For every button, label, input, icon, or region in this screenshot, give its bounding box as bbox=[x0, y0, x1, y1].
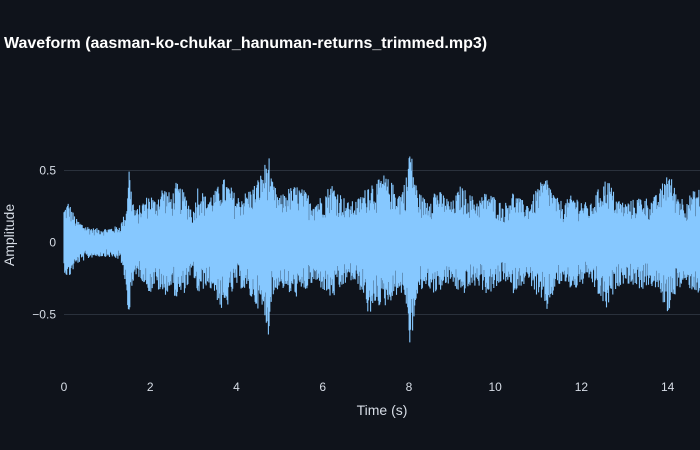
chart-title: Waveform (aasman-ko-chukar_hanuman-retur… bbox=[4, 35, 488, 52]
y-tick-label: −0.5 bbox=[32, 308, 56, 322]
waveform-series bbox=[63, 156, 700, 343]
y-axis-ticks: 0.5 0 −0.5 bbox=[32, 164, 56, 322]
x-tick-label: 4 bbox=[233, 380, 240, 394]
x-tick-label: 6 bbox=[319, 380, 326, 394]
x-tick-label: 2 bbox=[147, 380, 154, 394]
x-axis-ticks: 0 2 4 6 8 10 12 14 bbox=[61, 380, 675, 394]
x-tick-label: 10 bbox=[489, 380, 503, 394]
x-tick-label: 14 bbox=[661, 380, 675, 394]
y-axis-title: Amplitude bbox=[1, 204, 17, 266]
x-axis-title: Time (s) bbox=[357, 402, 408, 418]
y-tick-label: 0 bbox=[49, 236, 56, 250]
x-tick-label: 12 bbox=[575, 380, 589, 394]
x-tick-label: 8 bbox=[406, 380, 413, 394]
waveform-line bbox=[63, 156, 700, 343]
y-tick-label: 0.5 bbox=[39, 164, 56, 178]
x-tick-label: 0 bbox=[61, 380, 68, 394]
